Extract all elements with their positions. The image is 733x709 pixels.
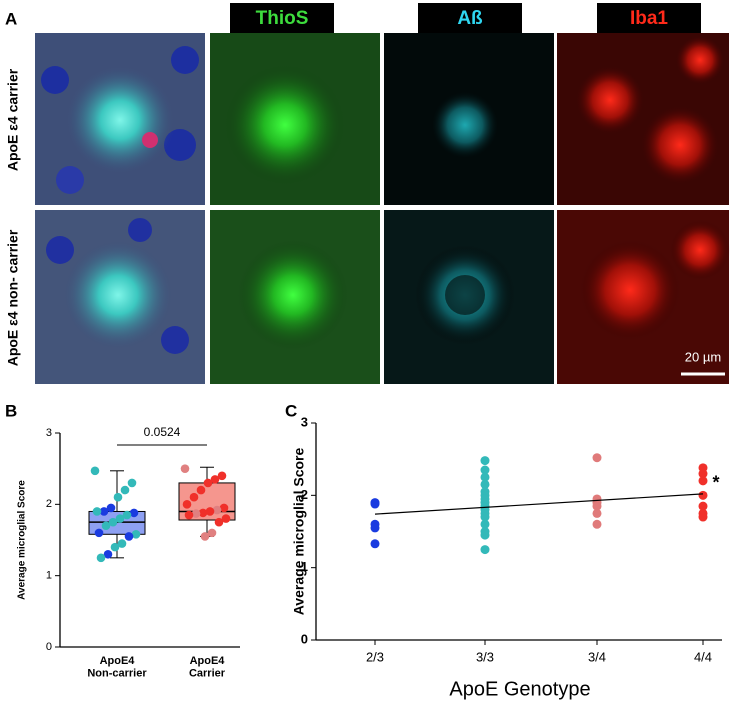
point [129,508,139,518]
point [698,490,708,500]
point [99,507,109,516]
point [480,472,490,482]
point [122,510,132,520]
point [106,503,116,513]
point [221,514,231,523]
point [101,521,111,531]
point [182,500,192,509]
point [203,478,213,488]
point [115,514,125,523]
point [191,509,201,518]
point [92,507,102,516]
point [592,453,602,463]
annotation: 0.0524 [144,425,181,439]
point [698,512,708,522]
column-header-box [418,3,522,33]
x-tick-label: ApoE4 Non-carrier [87,655,147,680]
annotation: * [712,473,719,493]
image-panel: 20 µm ApoE ε4 carrier ApoE ε4 non- carri… [5,33,730,384]
point [198,508,208,518]
point [196,485,206,495]
point [94,528,104,538]
scale-bar-label: 20 µm [685,349,721,364]
point [110,542,120,552]
point [90,466,100,476]
panel-label: B [5,401,17,420]
point [207,528,217,538]
trend-line [374,493,704,515]
point [131,529,141,539]
point [698,476,708,486]
x-tick-label: 3/4 [588,649,606,664]
point [592,501,602,511]
point [120,485,130,495]
x-tick-label: 2/3 [366,649,384,664]
point [370,499,380,509]
point [592,519,602,529]
point [480,465,490,475]
y-axis-title: Average microglial Score [17,480,28,600]
point [180,464,190,473]
x-tick-label: 3/3 [476,649,494,664]
column-header-box [597,3,701,33]
point [103,549,113,559]
row-label: ApoE ε4 non- carrier [5,229,21,366]
point [480,512,490,522]
y-tick-label: 1 [46,570,52,582]
point [124,532,134,541]
y-tick-label: 1 [301,559,308,574]
point [117,539,127,548]
y-tick-label: 0 [301,631,308,646]
point [184,510,194,520]
point [370,523,380,533]
column-header: ThioS [256,8,309,29]
point [480,456,490,466]
point [189,492,199,502]
panel-label: C [285,401,297,420]
point [200,532,210,541]
point [480,545,490,555]
point [480,530,490,540]
point [370,539,380,549]
point [210,475,220,484]
x-tick-label: ApoE4 Carrier [189,655,226,680]
point [127,478,137,488]
point [217,471,227,481]
point [205,507,215,516]
point [592,508,602,518]
point [113,492,123,502]
y-tick-label: 3 [46,427,52,439]
y-tick-label: 3 [301,414,308,429]
point [96,553,106,563]
column-header: Iba1 [630,8,668,29]
x-axis-title: ApoE Genotype [449,678,590,700]
x-tick-label: 4/4 [694,649,712,664]
row-label: ApoE ε4 carrier [5,68,21,171]
panel-label: A [5,9,17,28]
point [698,501,708,511]
point [108,517,118,527]
point [214,517,224,527]
column-header-box [230,3,334,33]
column-header: Aß [457,8,483,29]
point [480,519,490,529]
point [219,503,229,513]
point [480,479,490,489]
y-axis-title: Average microglial Score [291,448,307,616]
point [212,505,222,515]
y-tick-label: 2 [46,498,52,510]
y-tick-label: 0 [46,641,52,653]
y-tick-label: 2 [301,487,308,502]
point [698,469,708,479]
